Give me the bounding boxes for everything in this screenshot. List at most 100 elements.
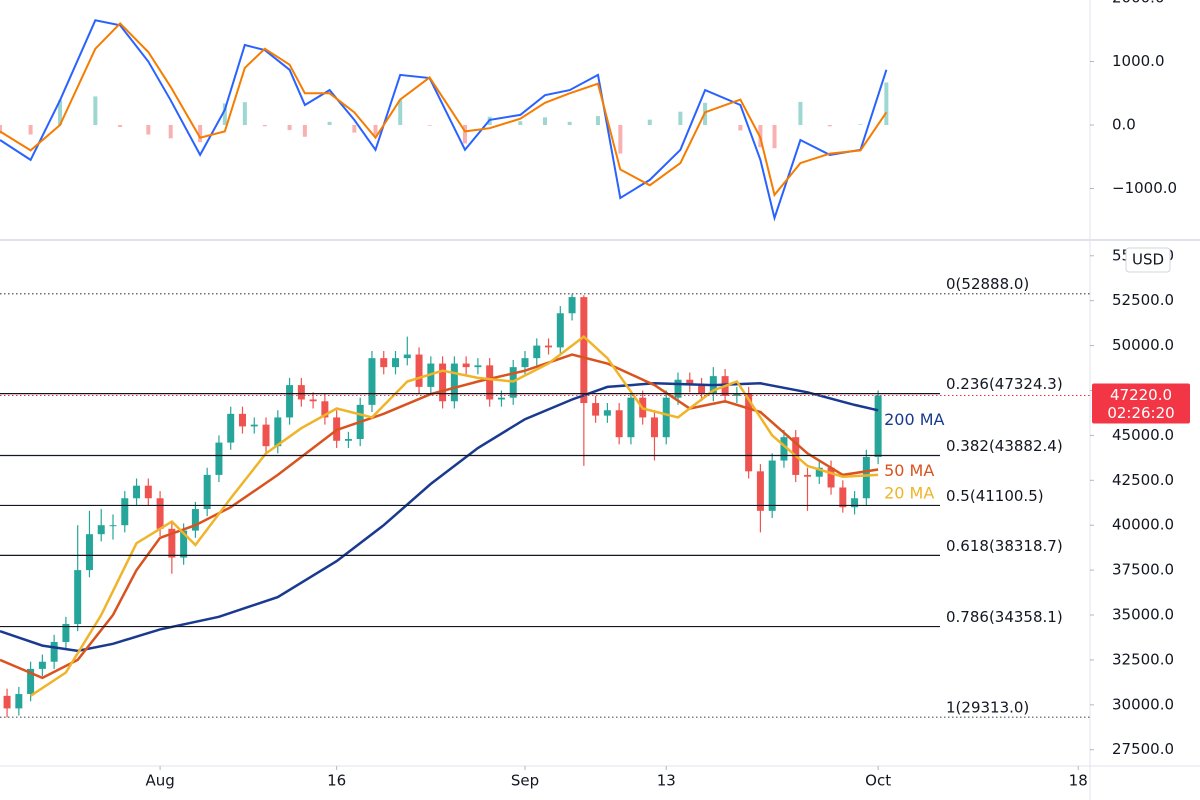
candle-body [756, 471, 764, 511]
histogram-bar [262, 125, 267, 127]
candle-body [62, 623, 70, 642]
candle-body [803, 474, 811, 477]
histogram-bar [518, 121, 523, 126]
candle-body [862, 456, 870, 499]
candle-body [15, 694, 23, 709]
candle-body [297, 385, 305, 400]
candle-body [839, 487, 847, 508]
candle-body [450, 363, 458, 402]
histogram-bar [647, 119, 652, 126]
fib-label: 0.618(38318.7) [946, 537, 1063, 555]
histogram-bar [827, 125, 832, 127]
candle-body [815, 467, 823, 477]
candle-body [309, 399, 317, 402]
candle-body [415, 354, 423, 387]
x-tick-label: 13 [657, 772, 676, 790]
candle-body [85, 534, 93, 571]
candle-body [286, 385, 294, 418]
candle-body [662, 397, 670, 438]
histogram-bar [595, 116, 600, 126]
candle-body [627, 397, 635, 438]
y-tick-label: 37500.0 [1112, 561, 1174, 579]
currency: USD [1132, 251, 1164, 269]
candle-body [545, 345, 553, 348]
histogram-bar [798, 101, 803, 126]
candle-body [780, 437, 788, 461]
y-tick-label: 40000.0 [1112, 516, 1174, 534]
candle-body [274, 417, 282, 447]
fib-label: 0(52888.0) [946, 275, 1029, 293]
histogram-bar [618, 125, 623, 154]
candle-body [592, 403, 600, 416]
fib-label: 0.236(47324.3) [946, 375, 1063, 393]
histogram-bar [242, 102, 247, 126]
histogram-bar [398, 100, 403, 126]
candle-body [392, 358, 400, 368]
histogram-bar [302, 125, 307, 137]
x-tick-label: Sep [511, 772, 539, 790]
candle-body [556, 313, 564, 348]
histogram-bar [58, 100, 63, 126]
fib-label: 0.382(43882.4) [946, 437, 1063, 455]
candle-body [745, 394, 753, 472]
candle-body [615, 410, 623, 438]
y-tick-label: 27500.0 [1112, 740, 1174, 758]
countdown: 02:26:20 [1107, 404, 1174, 422]
candle-body [874, 395, 882, 457]
candle-body [733, 394, 741, 396]
candle-body [462, 363, 470, 368]
candle-body [474, 365, 482, 368]
candle-body [403, 354, 411, 359]
candle-body [497, 397, 505, 400]
candle-body [250, 424, 258, 427]
histogram-bar [738, 125, 743, 131]
candle-body [827, 467, 835, 488]
ma-label: 200 MA [884, 410, 944, 429]
histogram-bar [118, 125, 123, 127]
candle-body [156, 498, 164, 529]
histogram-bar [858, 124, 863, 126]
histogram-bar [287, 125, 292, 131]
histogram-bar [0, 125, 2, 134]
fib-label: 0.5(41100.5) [946, 487, 1044, 505]
y-tick-label: 30000.0 [1112, 695, 1174, 713]
histogram-bar [93, 96, 98, 126]
candle-body [180, 530, 188, 558]
candle-body [768, 460, 776, 511]
y-tick-label: 2000.0 [1112, 0, 1165, 7]
moving-average [29, 334, 879, 697]
candle-body [580, 297, 588, 404]
candle-body [674, 379, 682, 398]
x-tick-label: Oct [865, 772, 891, 790]
y-tick-label: 0.0 [1112, 116, 1136, 134]
histogram-bar [427, 125, 432, 126]
x-tick-label: 18 [1069, 772, 1088, 790]
candle-body [191, 509, 199, 531]
y-tick-label: 32500.0 [1112, 650, 1174, 668]
last-price-label: 47220.0 [1110, 386, 1172, 404]
candle-body [109, 525, 117, 527]
x-tick-label: Aug [145, 772, 174, 790]
y-tick-label: 52500.0 [1112, 291, 1174, 309]
histogram-bar [352, 125, 357, 133]
candle-body [851, 498, 859, 508]
ma-label: 50 MA [884, 461, 934, 480]
candle-body [380, 358, 388, 368]
currency-box [1125, 247, 1171, 273]
candle-body [533, 345, 541, 359]
fib-label: 1(29313.0) [946, 699, 1029, 717]
histogram-bar [146, 125, 151, 135]
candle-body [74, 570, 82, 624]
candle-body [168, 528, 176, 558]
candle-body [321, 401, 329, 418]
y-tick-label: −1000.0 [1112, 179, 1177, 197]
histogram-bar [327, 121, 332, 126]
histogram-bar [373, 125, 378, 138]
histogram-bar [678, 111, 683, 126]
y-tick-label: 45000.0 [1112, 426, 1174, 444]
histogram-bar [168, 125, 173, 139]
plot-area [0, 19, 889, 222]
candle-body [38, 661, 46, 669]
candle-body [262, 424, 270, 447]
